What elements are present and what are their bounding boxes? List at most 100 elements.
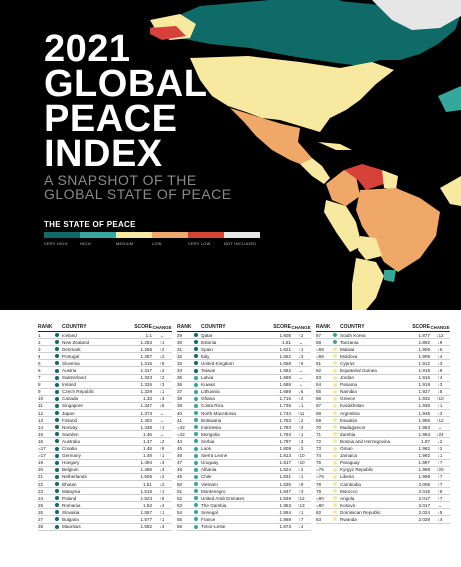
change-cell: ↓1 xyxy=(298,403,304,409)
rank-cell: 45 xyxy=(177,446,183,452)
rank-cell: 78 xyxy=(316,481,322,487)
map-usa xyxy=(190,56,394,132)
table-row: =80 Kosovo 2.017 ↔ xyxy=(316,502,450,510)
rank-cell: 19 xyxy=(38,460,44,466)
score-cell: 1.997 xyxy=(418,460,431,466)
table-row: 46 Sierra Leone 1.813 ↑10 xyxy=(177,453,311,460)
header-country: COUNTRY xyxy=(62,324,87,330)
score-cell: 1.61 xyxy=(282,339,291,345)
table-row: =80 Angola 2.017 ↑7 xyxy=(316,495,450,503)
rank-cell: =80 xyxy=(316,495,324,501)
change-cell: ↑13 xyxy=(297,502,305,508)
peace-level-dot xyxy=(194,361,198,366)
table-row: 56 Timor-Leste 1.873 ↓4 xyxy=(177,524,311,531)
rank-cell: =80 xyxy=(316,502,324,508)
map-colombia xyxy=(326,170,360,206)
country-cell: Finland xyxy=(62,417,78,423)
country-cell: Switzerland xyxy=(62,375,86,381)
peace-level-dot xyxy=(333,403,337,408)
legend-labels: VERY HIGH HIGH MEDIUM LOW VERY LOW NOT INCLUD… xyxy=(44,241,260,246)
rank-cell: 3 xyxy=(38,346,41,352)
peace-level-dot xyxy=(333,333,337,338)
score-cell: 1.689 xyxy=(279,389,292,395)
rank-cell: 46 xyxy=(177,453,183,459)
peace-level-dot xyxy=(194,482,198,487)
peace-level-dot xyxy=(194,446,198,451)
country-cell: Portugal xyxy=(62,353,80,359)
peace-level-dot xyxy=(55,489,59,494)
score-cell: 1.873 xyxy=(279,524,292,530)
score-cell: 1.992 xyxy=(418,453,431,459)
peace-level-dot xyxy=(194,333,198,338)
table-row: 6 Austria 1.317 ↓2 xyxy=(38,367,172,375)
score-cell: 1.326 xyxy=(140,382,153,388)
table-row: 68 Argentina 1.945 ↓3 xyxy=(316,410,450,418)
country-cell: Slovakia xyxy=(62,509,80,515)
peace-level-dot xyxy=(55,368,59,373)
rank-cell: 9 xyxy=(38,389,41,395)
score-cell: 1.256 xyxy=(140,346,153,352)
table-row: 38 Ghana 1.715 ↑2 xyxy=(177,396,311,403)
legend-label: VERY LOW xyxy=(188,241,211,246)
rank-cell: 79 xyxy=(316,488,322,494)
country-cell: Slovenia xyxy=(62,360,80,366)
change-cell: ↓3 xyxy=(159,396,165,402)
table-row: 28 Mauritius 1.592 ↓3 xyxy=(38,524,172,531)
country-cell: Dominican Republic xyxy=(340,509,381,515)
score-cell: 1.652 xyxy=(279,353,292,359)
score-cell: 1.577 xyxy=(140,516,153,522)
table-row: 23 Malaysia 1.515 ↑1 xyxy=(38,488,172,496)
rank-cell: 36 xyxy=(177,382,183,388)
change-cell: ↓3 xyxy=(159,467,165,473)
rank-cell: 20 xyxy=(38,467,44,473)
header-change: CHANGE xyxy=(291,324,311,330)
rank-cell: 71 xyxy=(316,431,322,437)
table-row: 5 Slovenia 1.315 ↑5 xyxy=(38,360,172,368)
rank-cell: 64 xyxy=(316,382,322,388)
change-cell: ↓4 xyxy=(298,524,304,530)
table-row: 66 Greece 1.932 ↑10 xyxy=(316,396,450,403)
peace-level-dot xyxy=(333,389,337,394)
country-cell: Cyprus xyxy=(340,360,355,366)
table-row: 52 United Arab Emirates 1.848 ↑12 xyxy=(177,495,311,503)
legend-label: VERY HIGH xyxy=(44,241,68,246)
change-cell: ↓4 xyxy=(437,516,443,522)
table-row: 19 Hungary 1.494 ↓3 xyxy=(38,460,172,467)
country-cell: Chile xyxy=(201,474,212,480)
map-canada xyxy=(150,0,461,66)
country-cell: Zambia xyxy=(340,431,356,437)
table-row: 79 Morocco 2.015 ↑9 xyxy=(316,488,450,496)
score-cell: 1.783 xyxy=(279,431,292,437)
rank-cell: 10 xyxy=(38,396,44,402)
rank-cell: 68 xyxy=(316,410,322,416)
country-cell: New Zealand xyxy=(62,339,90,345)
change-cell: ↓6 xyxy=(437,346,443,352)
score-cell: 1.835 xyxy=(279,481,292,487)
peace-level-dot xyxy=(55,340,59,345)
score-cell: 1.998 xyxy=(418,467,431,473)
score-cell: 1.744 xyxy=(279,410,292,416)
header-rank: RANK xyxy=(316,324,331,330)
peace-level-dot xyxy=(333,489,337,494)
peace-level-dot xyxy=(194,403,198,408)
country-cell: Albania xyxy=(201,467,217,473)
rank-cell: 35 xyxy=(177,375,183,381)
rank-cell: 69 xyxy=(316,417,322,423)
score-cell: 1.853 xyxy=(279,502,292,508)
peace-level-dot xyxy=(194,340,198,345)
country-cell: United Arab Emirates xyxy=(201,495,245,501)
rank-cell: 51 xyxy=(177,488,183,494)
peace-level-dot xyxy=(333,432,337,437)
peace-level-dot xyxy=(194,396,198,401)
country-cell: Timor-Leste xyxy=(201,524,226,530)
score-cell: 1.824 xyxy=(279,467,292,473)
map-guyana xyxy=(382,170,398,190)
country-cell: Bulgaria xyxy=(62,516,79,522)
country-cell: Denmark xyxy=(62,346,81,352)
legend-swatch xyxy=(152,232,188,238)
table-row: 58 Tanzania 1.892 ↓9 xyxy=(316,339,450,347)
peace-level-dot xyxy=(333,361,337,366)
peace-level-dot xyxy=(333,411,337,416)
country-cell: Norway xyxy=(62,424,78,430)
country-cell: Cambodia xyxy=(340,481,361,487)
